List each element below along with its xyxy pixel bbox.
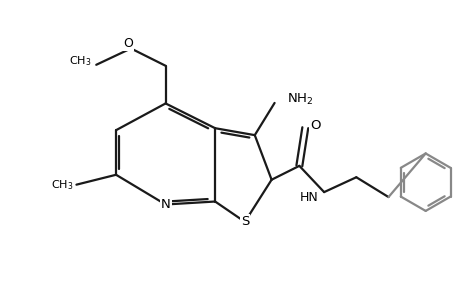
Text: O: O — [123, 37, 133, 50]
Text: O: O — [309, 119, 320, 132]
Text: NH$_2$: NH$_2$ — [286, 92, 313, 106]
Text: HN: HN — [299, 190, 318, 204]
Text: CH$_3$: CH$_3$ — [69, 54, 91, 68]
Text: N: N — [160, 198, 170, 211]
Text: CH$_3$: CH$_3$ — [51, 178, 74, 192]
Text: S: S — [240, 215, 248, 228]
